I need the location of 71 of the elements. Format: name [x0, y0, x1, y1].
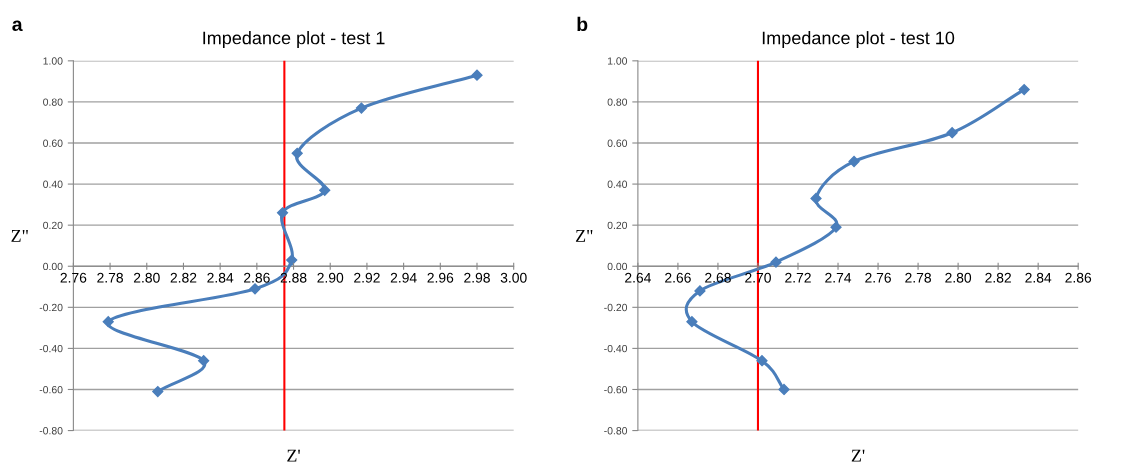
y-tick-label: -0.80: [604, 427, 628, 435]
y-tick-label: 0.40: [607, 180, 628, 188]
x-tick-label: 2.72: [785, 272, 811, 283]
x-tick-label: 2.84: [207, 272, 234, 283]
point: [778, 383, 790, 396]
y-tick-label: 0.00: [43, 262, 63, 271]
y-tick-label: -0.20: [604, 303, 628, 312]
x-tick-label: 2.74: [825, 272, 852, 283]
chart-title: Impedance plot - test 10: [762, 31, 955, 48]
point: [198, 355, 210, 367]
point: [355, 102, 368, 114]
x-tick-label: 2.90: [317, 272, 344, 283]
y-tick-label: 0.60: [607, 139, 628, 147]
y-tick-label: 0.60: [43, 139, 63, 147]
point: [152, 385, 164, 398]
x-tick-label: 2.82: [985, 272, 1011, 283]
point: [686, 316, 698, 328]
point: [756, 355, 768, 367]
x-tick-label: 2.78: [97, 272, 123, 283]
text: b: [577, 16, 588, 32]
y-tick-label: 0.20: [43, 221, 63, 230]
chart-title: Impedance plot - test 1: [203, 31, 385, 48]
y-axis-title: Z": [11, 230, 28, 242]
y-tick-label: 1.00: [43, 57, 63, 65]
x-tick-label: 2.86: [244, 272, 270, 283]
y-tick-label: -0.60: [604, 385, 628, 394]
y-tick-label: -0.80: [39, 427, 63, 435]
y-tick-label: 1.00: [607, 57, 628, 65]
point: [1018, 83, 1030, 96]
x-tick-label: 2.98: [464, 272, 490, 283]
point: [471, 69, 483, 81]
point: [770, 256, 782, 268]
x-axis-title: Z': [287, 449, 300, 462]
text: a: [12, 20, 23, 32]
x-tick-label: 2.94: [390, 272, 417, 283]
point: [102, 316, 114, 328]
x-tick-label: 2.92: [354, 272, 380, 283]
point: [694, 285, 706, 297]
x-tick-label: 2.64: [625, 272, 651, 283]
x-tick-label: 2.80: [133, 272, 160, 283]
y-tick-label: -0.40: [39, 344, 63, 353]
y-tick-label: 0.20: [607, 221, 628, 230]
point: [249, 283, 261, 295]
y-axis-title: Z": [575, 230, 593, 242]
y-tick-label: -0.40: [604, 344, 628, 353]
point: [946, 127, 958, 139]
y-tick-label: -0.60: [39, 385, 63, 394]
x-tick-label: 2.76: [60, 272, 87, 283]
point: [830, 221, 842, 233]
y-tick-label: 0.00: [607, 262, 628, 271]
x-tick-label: 2.78: [905, 272, 931, 283]
x-tick-label: 2.66: [665, 272, 691, 283]
x-tick-label: 2.96: [427, 272, 454, 283]
x-tick-label: 2.76: [865, 272, 891, 283]
point: [810, 192, 822, 205]
y-tick-label: -0.20: [39, 303, 63, 312]
x-tick-label: 2.84: [1025, 272, 1052, 283]
point: [276, 207, 289, 219]
point: [286, 254, 298, 266]
point: [848, 155, 860, 168]
x-tick-label: 2.80: [945, 272, 972, 283]
x-tick-label: 3.00: [500, 272, 527, 283]
x-axis-title: Z': [851, 449, 865, 462]
x-tick-label: 2.86: [1065, 272, 1092, 283]
x-tick-label: 2.68: [705, 272, 731, 283]
x-tick-label: 2.82: [170, 272, 197, 283]
y-tick-label: 0.80: [607, 98, 628, 106]
y-tick-label: 0.40: [43, 180, 63, 188]
point: [291, 147, 303, 159]
y-tick-label: 0.80: [43, 98, 63, 106]
point: [319, 184, 331, 196]
